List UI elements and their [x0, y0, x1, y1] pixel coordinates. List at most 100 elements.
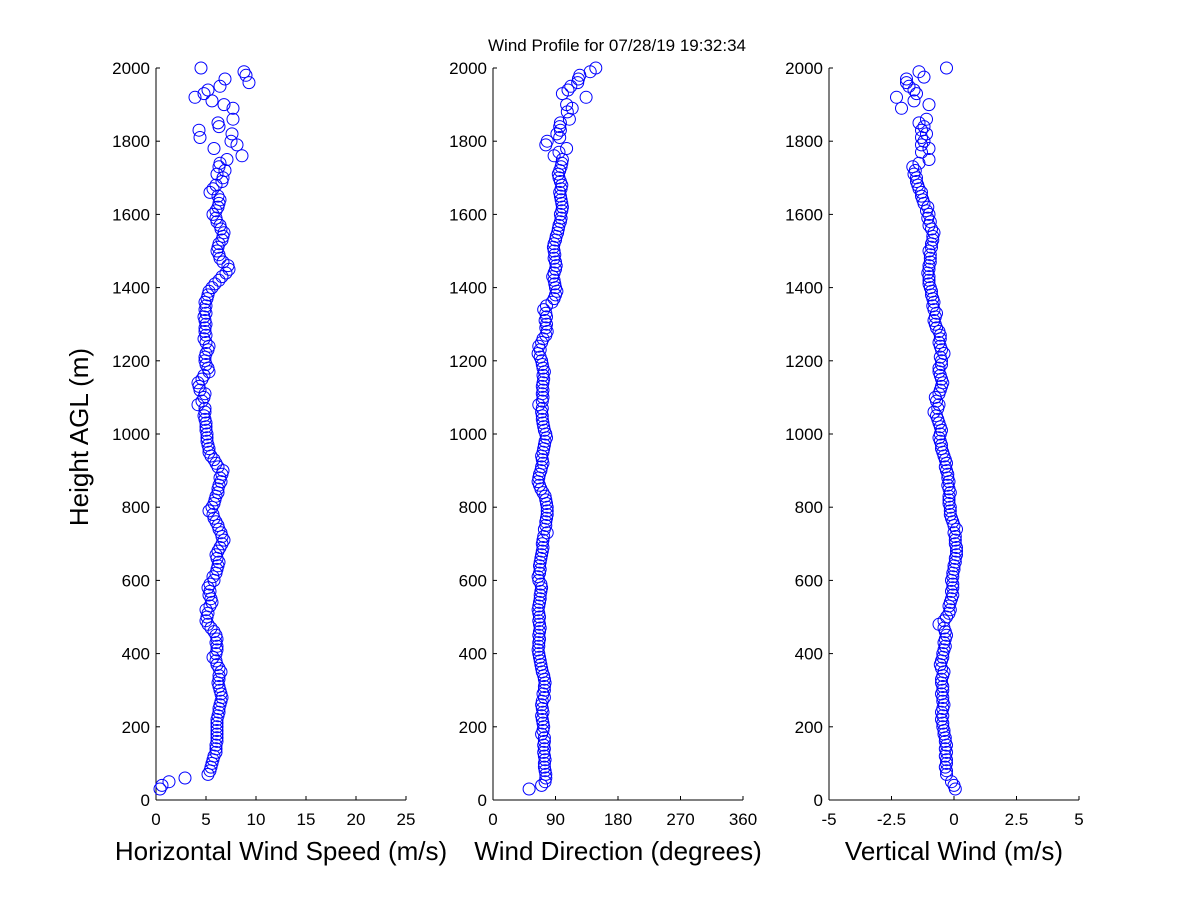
y-tick-label: 1600: [449, 205, 487, 224]
data-point: [922, 207, 936, 221]
data-point: [907, 94, 921, 108]
y-tick-label: 1600: [112, 205, 150, 224]
data-point: [942, 497, 956, 510]
y-tick-label: 200: [459, 718, 487, 737]
y-tick-label: 600: [459, 571, 487, 590]
data-point: [213, 193, 227, 207]
data-point: [534, 577, 548, 591]
data-point: [220, 153, 234, 166]
panel-direction: 0 200 400 600 800 1000 1200 1400 1600 1800 2000 0 90…: [449, 59, 762, 866]
data-point: [936, 720, 950, 734]
data-point: [537, 303, 551, 317]
data-point: [933, 350, 947, 364]
data-point: [200, 434, 214, 448]
x-tick-label: 0: [488, 810, 497, 829]
data-point: [197, 332, 211, 346]
data-point: [935, 442, 948, 456]
data-point: [915, 145, 928, 159]
data-point: [948, 555, 962, 569]
y-tick-label: 400: [122, 645, 150, 664]
data-point: [237, 65, 251, 79]
data-point: [235, 149, 249, 163]
data-point: [532, 639, 546, 653]
data-point: [922, 244, 936, 258]
y-tick-label: 1000: [449, 425, 487, 444]
data-point: [209, 628, 223, 642]
data-point: [210, 720, 224, 734]
x-axis-title: Wind Direction (degrees): [474, 836, 762, 866]
data-point: [902, 79, 916, 93]
x-axis-title: Vertical Wind (m/s): [845, 836, 1063, 866]
data-point: [942, 482, 956, 496]
data-point: [535, 401, 549, 415]
data-point: [545, 295, 559, 309]
data-point: [553, 131, 567, 144]
x-axis-title: Horizontal Wind Speed (m/s): [115, 836, 447, 866]
x-tick-label: 0: [151, 810, 160, 829]
data-point: [225, 127, 239, 141]
y-tick-label: 600: [122, 571, 150, 590]
data-point: [535, 778, 549, 792]
x-tick-label: 10: [247, 810, 266, 829]
data-point: [936, 702, 950, 715]
x-tick-label: 90: [546, 810, 565, 829]
data-point: [922, 142, 936, 155]
data-point: [937, 449, 951, 463]
y-tick-label: 1400: [449, 279, 487, 298]
data-point: [937, 347, 951, 360]
data-point: [908, 164, 922, 177]
data-point: [555, 153, 569, 166]
data-point: [940, 61, 953, 75]
data-point: [907, 83, 921, 97]
data-point: [203, 577, 217, 591]
y-tick-label: 1400: [112, 279, 150, 298]
data-point: [212, 705, 226, 719]
data-point: [912, 116, 926, 130]
x-tick-label: -2.5: [877, 810, 906, 829]
data-point: [203, 185, 217, 199]
data-point: [226, 112, 240, 126]
data-point: [948, 533, 962, 547]
data-point: [210, 643, 224, 657]
data-point: [210, 716, 224, 730]
data-point: [915, 185, 928, 199]
data-point: [192, 123, 206, 137]
data-point: [197, 310, 211, 324]
data-point: [940, 767, 953, 781]
data-point: [927, 303, 941, 317]
data-point: [532, 339, 546, 353]
data-point: [947, 526, 961, 540]
data-point: [224, 134, 238, 148]
data-point: [926, 299, 940, 313]
data-point: [217, 226, 231, 240]
data-point: [207, 749, 221, 763]
data-point: [936, 683, 950, 697]
data-point: [564, 79, 578, 93]
data-point: [219, 266, 233, 280]
data-point: [540, 526, 554, 540]
data-point: [943, 508, 957, 521]
data-point: [560, 105, 574, 119]
y-tick-label: 0: [141, 791, 150, 810]
data-point: [208, 277, 222, 291]
data-point: [910, 87, 923, 101]
data-point: [538, 489, 552, 503]
data-point: [930, 394, 943, 408]
data-point: [540, 508, 554, 521]
data-point: [536, 332, 550, 346]
data-point: [947, 778, 961, 792]
data-point: [198, 325, 212, 338]
data-point: [910, 175, 923, 188]
x-tick-label: 2.5: [1005, 810, 1029, 829]
y-tick-label: 1200: [785, 352, 823, 371]
data-point: [210, 731, 224, 745]
data-point: [209, 654, 223, 668]
data-point: [198, 401, 212, 415]
data-point: [199, 420, 213, 434]
data-point: [207, 625, 221, 639]
data-point: [216, 464, 230, 478]
data-point: [932, 361, 946, 375]
data-point: [206, 182, 220, 196]
data-point: [928, 390, 942, 404]
data-point: [940, 756, 953, 770]
